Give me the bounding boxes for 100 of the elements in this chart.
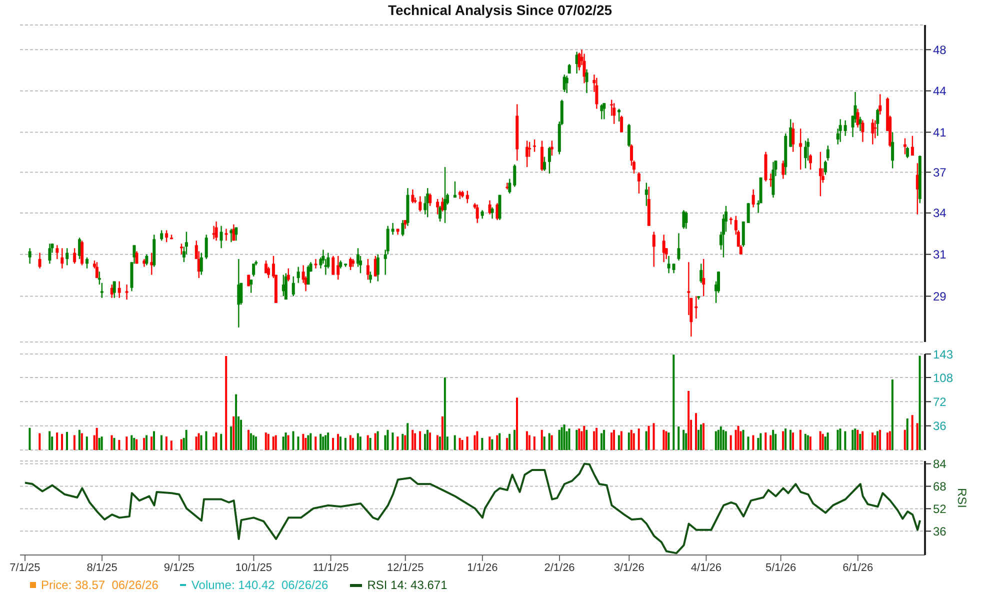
candlestick (376, 254, 380, 282)
y-tick-label: 36 (933, 419, 947, 434)
bar (856, 430, 859, 450)
candlestick (861, 120, 864, 143)
bar (332, 438, 334, 450)
candlestick (204, 234, 208, 260)
candlestick (595, 77, 598, 110)
x-tick-label: 1/1/26 (467, 562, 498, 574)
candlestick (644, 182, 648, 207)
y-tick-label: 29 (933, 289, 947, 304)
candlestick (250, 279, 253, 294)
bar (596, 428, 598, 450)
bar (764, 432, 767, 450)
bar (742, 430, 744, 450)
candlestick (548, 146, 551, 174)
bar (854, 428, 856, 450)
candlestick (200, 252, 203, 276)
candlestick (436, 198, 440, 215)
candlestick (742, 220, 745, 248)
bar (685, 433, 688, 450)
candlestick (677, 232, 680, 262)
legend-label: RSI 14: 43.671 (366, 578, 448, 592)
bar (461, 440, 464, 450)
bar (560, 427, 563, 450)
candlestick (264, 260, 268, 274)
candlestick (95, 262, 98, 279)
candlestick (562, 74, 566, 93)
bar (195, 436, 198, 450)
candlestick (540, 140, 544, 172)
bar (314, 436, 317, 450)
bar (327, 432, 330, 450)
y-tick-label: 108 (933, 370, 954, 385)
x-tick-label: 12/1/25 (387, 562, 424, 574)
candlestick (368, 271, 372, 284)
bar (682, 430, 685, 450)
bar (272, 436, 274, 450)
bar (250, 433, 252, 450)
bar (836, 430, 839, 450)
bar (610, 432, 612, 450)
bar (891, 380, 894, 450)
bar (212, 436, 215, 450)
bar (205, 431, 208, 450)
candlestick (858, 116, 862, 132)
x-tick-label: 2/1/26 (544, 562, 575, 574)
bar (424, 434, 426, 450)
bar (700, 424, 702, 450)
bar (645, 431, 648, 450)
bar (110, 435, 113, 450)
bar (406, 423, 409, 450)
bar (586, 430, 588, 450)
candlestick (224, 228, 228, 242)
bar (568, 428, 570, 450)
bar (153, 431, 156, 450)
bar (310, 433, 312, 450)
bar (888, 431, 891, 450)
bar (366, 435, 369, 450)
bar (911, 415, 914, 450)
x-tick-label: 10/1/25 (235, 562, 272, 574)
bar (904, 430, 906, 450)
bar (133, 438, 136, 450)
bar (200, 435, 202, 450)
candlestick (662, 234, 666, 263)
bar (264, 432, 267, 450)
candlestick (628, 123, 631, 148)
bar (180, 439, 182, 450)
bar (374, 433, 376, 450)
y-tick-label: 31 (933, 248, 947, 262)
y-tick-label: 143 (933, 347, 954, 362)
bar (98, 438, 100, 450)
candlestick (498, 194, 502, 221)
candlestick (684, 210, 688, 230)
candlestick (513, 164, 516, 188)
candlestick (118, 280, 121, 298)
candlestick (488, 200, 492, 215)
candlestick (306, 264, 310, 286)
bar (498, 433, 501, 450)
candlestick (752, 188, 755, 208)
bar (514, 430, 516, 450)
candlestick (565, 75, 568, 94)
bar (906, 418, 908, 450)
candlestick (48, 243, 52, 264)
bar (720, 426, 722, 450)
bar (540, 430, 543, 450)
bar (543, 436, 546, 450)
candlestick (314, 258, 318, 270)
candlestick (906, 146, 909, 159)
bar (344, 438, 346, 450)
bar (396, 436, 399, 450)
candlestick (799, 128, 802, 170)
bar (550, 435, 553, 450)
bar (730, 435, 732, 450)
candlestick (466, 190, 469, 204)
bar (734, 430, 737, 450)
bar (593, 431, 596, 450)
candlestick (526, 140, 529, 168)
bar (528, 435, 530, 450)
bar (558, 430, 560, 450)
candlestick (86, 256, 89, 270)
y-tick-label: 84 (933, 457, 947, 472)
candlestick (533, 138, 536, 152)
